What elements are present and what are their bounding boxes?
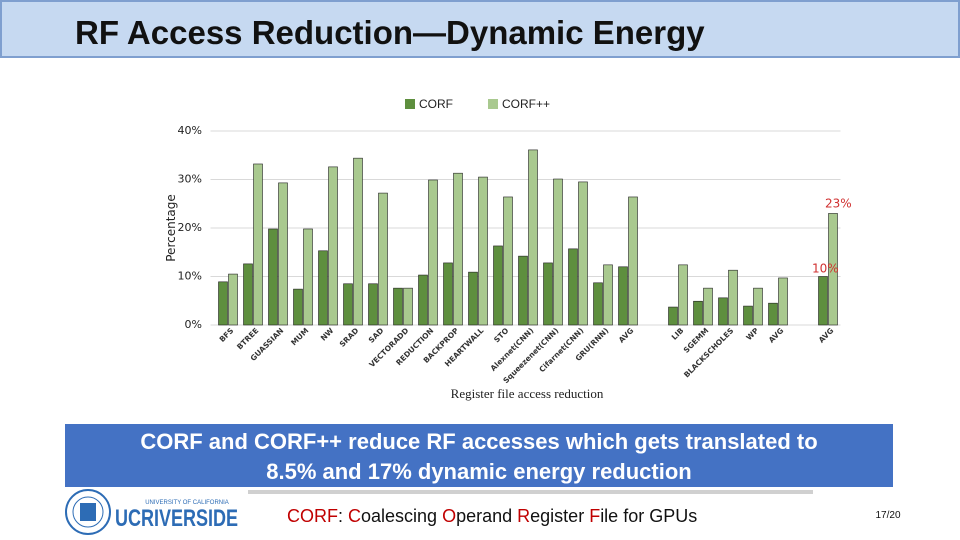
bar: [818, 276, 828, 326]
footer-part: O: [442, 506, 456, 526]
bar: [718, 297, 728, 326]
bar: [593, 282, 603, 326]
bar: [218, 281, 228, 326]
bar: [293, 288, 303, 326]
callout-line: CORF and CORF++ reduce RF accesses which…: [140, 429, 817, 454]
x-axis-label: Register file access reduction: [451, 386, 604, 401]
y-tick-label: 10%: [178, 270, 202, 283]
footer-part: oalescing: [361, 506, 442, 526]
logo-name: UCRIVERSIDE: [115, 505, 238, 532]
y-tick-label: 20%: [178, 221, 202, 234]
annotation: 23%: [825, 196, 852, 210]
bar: [703, 287, 713, 326]
footer-part: F: [589, 506, 600, 526]
bar: [368, 283, 378, 326]
bar: [543, 262, 553, 326]
footer: CORF: Coalescing Operand Register File f…: [287, 506, 697, 526]
crest: [80, 503, 96, 521]
logo-top: UNIVERSITY OF CALIFORNIA: [145, 500, 229, 506]
bar: [478, 176, 488, 326]
bar: [528, 149, 538, 326]
footer-part: CORF: [287, 506, 338, 526]
bar: [743, 305, 753, 326]
y-axis-label: Percentage: [164, 194, 178, 262]
bar: [568, 248, 578, 326]
legend-label: CORF++: [502, 97, 550, 111]
bar: [618, 266, 628, 326]
callout-box: [65, 424, 893, 487]
footer-part: :: [338, 506, 348, 526]
bar: [503, 196, 513, 326]
bar: [668, 306, 678, 326]
bar: [518, 255, 528, 326]
legend-swatch: [405, 99, 415, 109]
y-tick-label: 40%: [178, 124, 202, 137]
bar: [318, 250, 328, 326]
footer-part: R: [517, 506, 530, 526]
footer-part: egister: [530, 506, 589, 526]
bar: [603, 264, 613, 326]
bar: [243, 263, 253, 326]
bar: [778, 277, 788, 326]
bar: [343, 283, 353, 326]
bar: [253, 163, 263, 326]
crest: [72, 496, 104, 528]
bar: [353, 157, 363, 326]
bar: [768, 302, 778, 326]
bar: [678, 264, 688, 326]
bar: [418, 274, 428, 326]
bar: [303, 228, 313, 326]
bar: [393, 287, 403, 326]
bar: [403, 287, 413, 326]
bar: [578, 181, 588, 326]
bar: [493, 245, 503, 326]
callout-line: 8.5% and 17% dynamic energy reduction: [266, 459, 691, 484]
legend-label: CORF: [419, 97, 453, 111]
legend-swatch: [488, 99, 498, 109]
bar: [628, 196, 638, 326]
bar: [328, 166, 338, 326]
bar: [468, 271, 478, 326]
footer-part: perand: [456, 506, 517, 526]
bar: [443, 262, 453, 326]
bar: [228, 273, 238, 326]
footer-part: ile for GPUs: [600, 506, 697, 526]
title-bar: [0, 0, 960, 58]
bar: [268, 228, 278, 326]
logo: UNIVERSITY OF CALIFORNIA UCRIVERSIDE: [65, 489, 238, 535]
page-number: 17/20: [875, 510, 900, 521]
bar: [278, 182, 288, 326]
crest: [65, 489, 111, 535]
bar: [828, 213, 838, 326]
annotation: 10%: [812, 262, 839, 276]
bar: [378, 192, 388, 326]
bar: [453, 172, 463, 326]
y-tick-label: 0%: [185, 318, 202, 331]
bar: [693, 300, 703, 326]
bar: [428, 179, 438, 326]
bar: [728, 269, 738, 326]
footer-part: C: [348, 506, 361, 526]
y-tick-label: 30%: [178, 173, 202, 186]
bar: [553, 178, 563, 326]
divider: [248, 490, 813, 494]
bar: [753, 287, 763, 326]
slide-title: RF Access Reduction—Dynamic Energy: [75, 14, 705, 51]
